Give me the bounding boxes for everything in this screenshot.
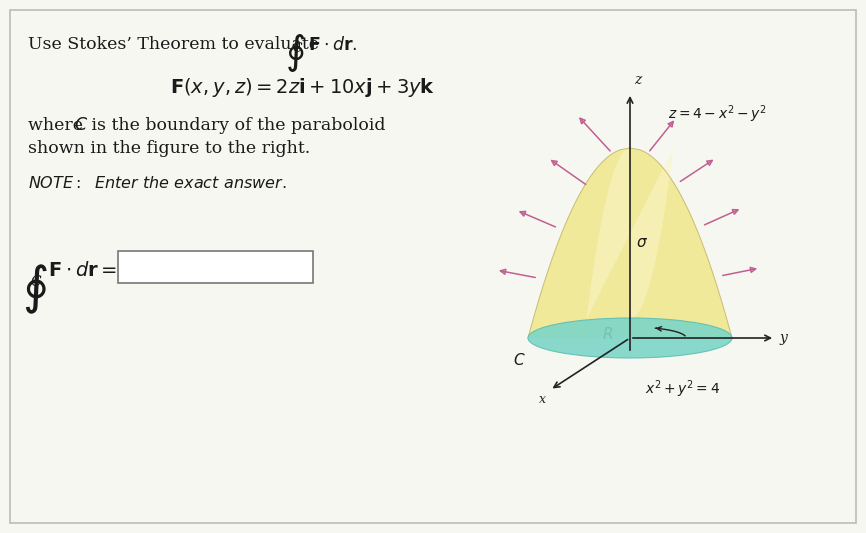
- Text: x: x: [539, 393, 546, 406]
- Text: where: where: [28, 117, 88, 134]
- Text: $C$: $C$: [74, 117, 88, 134]
- Ellipse shape: [528, 318, 732, 358]
- Text: Use Stokes’ Theorem to evaluate: Use Stokes’ Theorem to evaluate: [28, 36, 319, 53]
- Text: $\mathbf{F} \cdot d\mathbf{r} =$: $\mathbf{F} \cdot d\mathbf{r} =$: [48, 261, 117, 280]
- Text: $\mathbf{F} \cdot d\mathbf{r}.$: $\mathbf{F} \cdot d\mathbf{r}.$: [308, 36, 358, 54]
- Text: $C$: $C$: [513, 352, 526, 368]
- Text: $R$: $R$: [602, 326, 613, 342]
- Text: $\mathit{NOTE}\mathit{:}$  $\mathit{Enter\ the\ exact\ answer.}$: $\mathit{NOTE}\mathit{:}$ $\mathit{Enter…: [28, 175, 287, 192]
- Text: z: z: [634, 73, 641, 87]
- Text: is the boundary of the paraboloid: is the boundary of the paraboloid: [86, 117, 385, 134]
- Polygon shape: [528, 148, 732, 338]
- Text: y: y: [780, 331, 788, 345]
- Text: $x^2 + y^2 = 4$: $x^2 + y^2 = 4$: [645, 378, 721, 400]
- Text: C: C: [293, 42, 302, 55]
- Polygon shape: [586, 148, 674, 319]
- Text: $z = 4 - x^2 - y^2$: $z = 4 - x^2 - y^2$: [668, 103, 766, 125]
- Text: C: C: [30, 275, 41, 289]
- Text: $\oint$: $\oint$: [22, 263, 48, 317]
- Text: $\sigma$: $\sigma$: [636, 236, 648, 250]
- Text: $\mathbf{F}(x, y, z) = 2z\mathbf{i} + 10x\mathbf{j} + 3y\mathbf{k}$: $\mathbf{F}(x, y, z) = 2z\mathbf{i} + 10…: [170, 76, 436, 99]
- Bar: [118, 251, 313, 283]
- Text: $\oint$: $\oint$: [285, 32, 305, 74]
- Text: shown in the figure to the right.: shown in the figure to the right.: [28, 140, 310, 157]
